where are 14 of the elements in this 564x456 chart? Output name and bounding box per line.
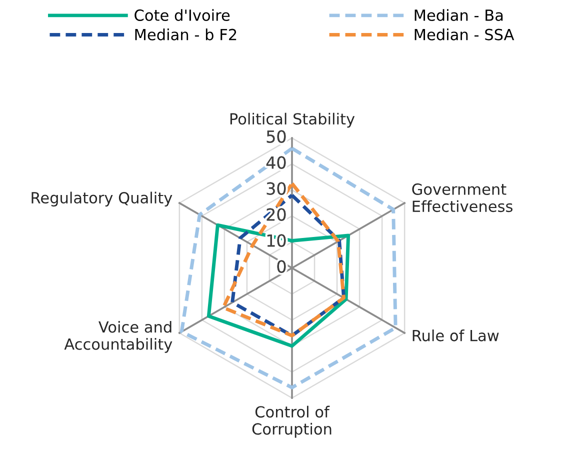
spoke-label: Rule of Law — [412, 330, 499, 342]
y-tick-label: 30 — [266, 182, 286, 195]
y-tick-label: 0 — [277, 260, 286, 273]
spoke-label: Control of Corruption — [252, 406, 332, 438]
spoke-label: Political Stability — [230, 112, 355, 128]
spoke-label: Government Effectiveness — [412, 183, 512, 212]
legend-label: Cote d'Ivoire — [134, 9, 230, 21]
spoke-label: Voice and Accountability — [64, 320, 172, 353]
legend-label: Median - SSA — [414, 28, 514, 40]
legend-label: Median - b F2 — [135, 28, 236, 40]
y-tick-label: 50 — [266, 130, 286, 143]
y-tick-label: 40 — [266, 156, 286, 169]
spoke-label: Regulatory Quality — [32, 192, 172, 206]
legend-label: Median - Ba — [414, 9, 503, 21]
